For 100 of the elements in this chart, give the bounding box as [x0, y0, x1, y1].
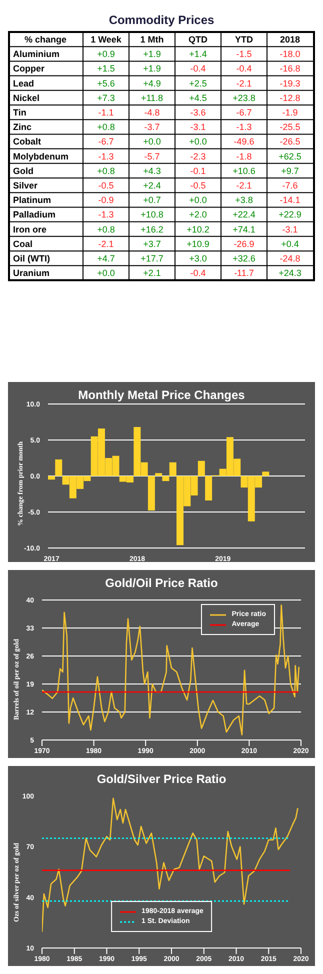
bar	[262, 472, 270, 476]
data-label: +17.7	[140, 254, 164, 264]
data-label: +2.5	[189, 78, 207, 88]
data-label: -3.6	[190, 108, 206, 118]
data-label: -26.9	[234, 238, 254, 249]
bar	[148, 476, 155, 511]
y-tick-label: Gold	[13, 166, 34, 176]
y-tick-label: Aluminium	[13, 49, 60, 60]
y-tick-label: Iron ore	[13, 224, 47, 234]
data-label: +10.2	[186, 224, 210, 234]
data-label: -3.7	[144, 122, 160, 132]
data-label: +4.5	[189, 92, 207, 103]
data-label: -18.0	[280, 49, 300, 60]
data-label: +16.2	[140, 224, 164, 234]
data-label: +0.0	[189, 195, 207, 206]
y-tick-label: Tin	[13, 108, 26, 118]
data-label: -12.8	[280, 92, 300, 103]
data-label: -4.8	[144, 108, 160, 118]
data-label: -25.5	[280, 122, 300, 132]
data-label: +3.8	[235, 195, 253, 206]
data-label: +11.8	[140, 92, 164, 103]
data-label: +2.1	[143, 268, 161, 278]
data-label: -1.3	[98, 151, 114, 162]
data-label: +0.8	[97, 122, 115, 132]
x-tick-label: 1 Week	[90, 34, 122, 45]
data-label: -1.5	[236, 49, 252, 60]
y-axis-title: % change	[24, 34, 67, 45]
data-label: -1.3	[98, 210, 114, 220]
data-label: -0.4	[190, 268, 206, 278]
data-label: +32.6	[232, 254, 256, 264]
data-label: -0.5	[98, 180, 114, 191]
data-label: +7.3	[97, 92, 115, 103]
data-label: -2.1	[236, 180, 252, 191]
data-label: -16.8	[280, 64, 300, 74]
data-label: +3.0	[189, 254, 207, 264]
data-label: -26.5	[280, 136, 300, 147]
data-label: -11.7	[234, 268, 254, 278]
data-label: +1.4	[189, 49, 207, 60]
data-label: +2.0	[189, 210, 207, 220]
data-label: +1.9	[143, 64, 161, 74]
x-tick-label: YTD	[235, 34, 254, 45]
data-label: +1.5	[97, 64, 115, 74]
data-label: +5.6	[97, 78, 115, 88]
y-tick-label: Palladium	[13, 210, 56, 220]
y-tick-label: Silver	[13, 180, 38, 191]
data-label: -7.6	[282, 180, 298, 191]
bar	[198, 461, 205, 476]
data-label: -2.1	[236, 78, 252, 88]
data-label: +0.8	[97, 166, 115, 176]
chart-title: Gold/Oil Price Ratio	[104, 576, 219, 590]
data-label: +22.4	[232, 210, 256, 220]
data-label: -1.9	[282, 108, 298, 118]
data-label: -6.7	[98, 136, 114, 147]
line-series	[42, 604, 300, 736]
data-label: -1.1	[98, 108, 114, 118]
data-label: +0.9	[97, 49, 115, 60]
bar	[205, 476, 212, 501]
chart-title: Monthly Metal Price Changes	[77, 388, 246, 402]
data-label: -0.4	[190, 64, 206, 74]
data-label: -3.1	[282, 224, 298, 234]
data-label: -6.7	[236, 108, 252, 118]
chart-title: Gold/Silver Price Ratio	[96, 772, 228, 786]
data-label: -0.5	[190, 180, 206, 191]
y-tick-label: Zinc	[13, 122, 32, 132]
bar	[48, 476, 55, 480]
data-label: -1.8	[236, 151, 252, 162]
x-tick-label: QTD	[188, 34, 208, 45]
y-tick-label: Copper	[13, 64, 45, 74]
y-tick-label: Cobalt	[13, 136, 41, 147]
bar	[55, 460, 62, 476]
bar	[155, 473, 162, 476]
y-tick-label: Lead	[13, 78, 34, 88]
x-tick-label: 1 Mth	[140, 34, 164, 45]
data-label: +0.0	[97, 268, 115, 278]
data-label: -2.1	[98, 238, 114, 249]
data-label: -19.3	[280, 78, 300, 88]
y-tick-label: Molybdenum	[13, 151, 68, 162]
data-label: +24.3	[278, 268, 302, 278]
bar	[162, 476, 170, 482]
x-tick-label: 2018	[280, 34, 300, 45]
data-label: -0.4	[236, 64, 252, 74]
data-label: +3.7	[143, 238, 161, 249]
data-label: +0.0	[189, 136, 207, 147]
data-label: -14.1	[280, 195, 300, 206]
chart-title: Commodity Prices	[108, 13, 214, 27]
bar	[169, 462, 176, 476]
y-tick-label: Nickel	[13, 92, 40, 103]
data-label: +4.3	[143, 166, 161, 176]
data-label: -2.3	[190, 151, 206, 162]
y-tick-label: Coal	[13, 238, 33, 249]
data-label: -1.3	[236, 122, 252, 132]
data-label: +0.4	[281, 238, 299, 249]
y-tick-label: Oil (WTI)	[13, 254, 50, 264]
data-label: +1.9	[143, 49, 161, 60]
data-label: +22.9	[278, 210, 302, 220]
data-label: +74.1	[232, 224, 256, 234]
data-label: +0.0	[143, 136, 161, 147]
data-label: +10.6	[232, 166, 256, 176]
data-label: +4.9	[143, 78, 161, 88]
data-label: +10.8	[140, 210, 164, 220]
